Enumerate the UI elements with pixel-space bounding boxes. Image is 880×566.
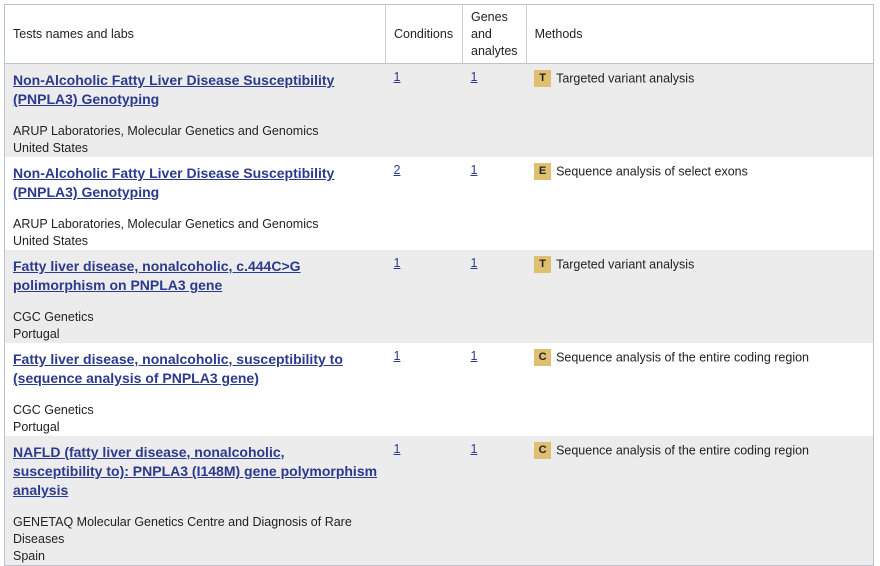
conditions-cell: 1 — [386, 250, 463, 343]
method-cell: C Sequence analysis of the entire coding … — [526, 343, 873, 436]
results-table: Tests names and labs Conditions Genes an… — [4, 4, 874, 566]
test-link[interactable]: Non-Alcoholic Fatty Liver Disease Suscep… — [13, 72, 335, 107]
table-head: Tests names and labs Conditions Genes an… — [4, 4, 874, 64]
test-link[interactable]: NAFLD (fatty liver disease, nonalcoholic… — [13, 444, 378, 498]
method-badge: C — [534, 349, 552, 366]
conditions-cell: 2 — [386, 157, 463, 250]
genes-link[interactable]: 1 — [470, 163, 478, 177]
lab-name: CGC Genetics — [13, 310, 94, 324]
method-badge: T — [534, 256, 552, 273]
method-badge: E — [534, 163, 552, 180]
lab-country: United States — [13, 234, 89, 248]
genes-link[interactable]: 1 — [470, 256, 478, 270]
method-text: Targeted variant analysis — [556, 257, 695, 272]
conditions-cell: 1 — [386, 343, 463, 436]
genes-link[interactable]: 1 — [470, 70, 478, 84]
conditions-cell: 1 — [386, 436, 463, 566]
method-badge: C — [534, 442, 552, 459]
lab-name: ARUP Laboratories, Molecular Genetics an… — [13, 217, 319, 231]
lab-name: GENETAQ Molecular Genetics Centre and Di… — [13, 515, 352, 546]
conditions-link[interactable]: 1 — [393, 349, 401, 363]
result-row: Fatty liver disease, nonalcoholic, susce… — [5, 343, 874, 436]
method-cell: C Sequence analysis of the entire coding … — [526, 436, 873, 566]
genes-cell: 1 — [463, 64, 527, 158]
header-cell: Tests names and labs — [4, 4, 386, 64]
lab-name: CGC Genetics — [13, 403, 94, 417]
method-cell: T Targeted variant analysis — [526, 64, 873, 158]
test-link[interactable]: Fatty liver disease, nonalcoholic, c.444… — [13, 258, 301, 293]
method-cell: E Sequence analysis of select exons — [526, 157, 873, 250]
method-badge: T — [534, 70, 552, 87]
lab-country: Spain — [13, 549, 45, 563]
genes-cell: 1 — [463, 157, 527, 250]
method-text: Targeted variant analysis — [556, 71, 695, 86]
conditions-link[interactable]: 1 — [393, 70, 401, 84]
result-row: NAFLD (fatty liver disease, nonalcoholic… — [4, 436, 874, 566]
test-cell: Fatty liver disease, nonalcoholic, c.444… — [5, 250, 386, 343]
method-text: Sequence analysis of select exons — [556, 164, 748, 179]
method-cell: T Targeted variant analysis — [526, 250, 873, 343]
genes-cell: 1 — [463, 343, 527, 436]
test-link[interactable]: Non-Alcoholic Fatty Liver Disease Suscep… — [13, 165, 335, 200]
method-text: Sequence analysis of the entire coding r… — [556, 443, 810, 458]
header-cell: Methods — [526, 4, 874, 64]
header-cell: Conditions — [385, 4, 463, 64]
lab-country: Portugal — [13, 420, 60, 434]
header-row: Tests names and labs Conditions Genes an… — [4, 4, 874, 64]
genes-cell: 1 — [463, 250, 527, 343]
test-cell: Fatty liver disease, nonalcoholic, susce… — [5, 343, 386, 436]
test-cell: NAFLD (fatty liver disease, nonalcoholic… — [5, 436, 386, 566]
result-row: Non-Alcoholic Fatty Liver Disease Suscep… — [4, 63, 874, 158]
test-cell: Non-Alcoholic Fatty Liver Disease Suscep… — [5, 64, 386, 158]
lab-name: ARUP Laboratories, Molecular Genetics an… — [13, 124, 319, 138]
test-link[interactable]: Fatty liver disease, nonalcoholic, susce… — [13, 351, 343, 386]
result-row: Fatty liver disease, nonalcoholic, c.444… — [4, 250, 874, 343]
method-text: Sequence analysis of the entire coding r… — [556, 350, 810, 365]
table-body: Non-Alcoholic Fatty Liver Disease Suscep… — [4, 63, 874, 566]
lab-country: United States — [13, 141, 89, 155]
genes-link[interactable]: 1 — [470, 349, 478, 363]
test-cell: Non-Alcoholic Fatty Liver Disease Suscep… — [5, 157, 386, 250]
conditions-link[interactable]: 1 — [393, 256, 401, 270]
conditions-link[interactable]: 1 — [393, 442, 401, 456]
lab-country: Portugal — [13, 327, 60, 341]
result-row: Non-Alcoholic Fatty Liver Disease Suscep… — [5, 157, 874, 250]
header-cell: Genes and analytes — [462, 4, 527, 64]
conditions-cell: 1 — [386, 64, 463, 158]
genes-cell: 1 — [463, 436, 527, 566]
conditions-link[interactable]: 2 — [393, 163, 401, 177]
genes-link[interactable]: 1 — [470, 442, 478, 456]
